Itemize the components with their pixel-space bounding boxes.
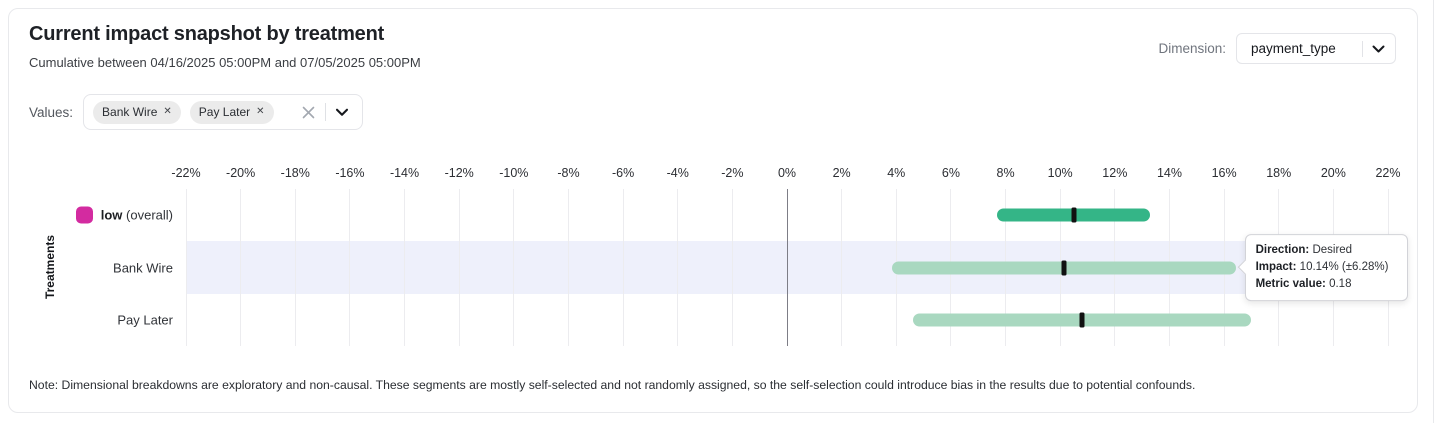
- gridline: [513, 189, 515, 346]
- gridline: [677, 189, 679, 346]
- gridline: [567, 189, 569, 346]
- x-tick-label: -4%: [666, 166, 689, 180]
- tooltip-direction-value: Desired: [1312, 243, 1353, 256]
- x-tick-label: 10%: [1047, 166, 1073, 180]
- gridline: [349, 189, 351, 346]
- x-tick-label: 12%: [1102, 166, 1128, 180]
- x-tick-label: 18%: [1266, 166, 1292, 180]
- impact-point-marker: [1079, 312, 1085, 328]
- values-selector: Values: Bank Wire ✕ Pay Later ✕: [29, 94, 363, 130]
- zero-axis-line: [786, 189, 788, 346]
- tooltip-direction-line: Direction: Desired: [1256, 242, 1397, 259]
- row-labels: low (overall) Bank Wire Pay Later: [9, 189, 173, 346]
- row-label: Pay Later: [117, 312, 173, 328]
- x-tick-label: -10%: [499, 166, 529, 180]
- dimension-selected-value: payment_type: [1251, 41, 1336, 56]
- x-tick-label: -22%: [171, 166, 201, 180]
- impact-point-marker: [1071, 207, 1077, 223]
- gridline: [458, 189, 460, 346]
- tooltip-metric-value: 0.18: [1329, 278, 1352, 291]
- row-label: low (overall): [75, 206, 173, 224]
- x-tick-label: -16%: [335, 166, 365, 180]
- value-chip[interactable]: Pay Later ✕: [189, 100, 274, 124]
- dimension-dropdown[interactable]: payment_type: [1236, 33, 1396, 64]
- chip-remove-icon[interactable]: ✕: [163, 106, 172, 117]
- gridline: [404, 189, 406, 346]
- impact-snapshot-card: Current impact snapshot by treatment Cum…: [8, 8, 1418, 413]
- clear-values-icon[interactable]: [301, 105, 316, 120]
- x-tick-label: -6%: [611, 166, 635, 180]
- x-tick-label: 22%: [1375, 166, 1401, 180]
- values-divider: [324, 103, 326, 121]
- plot-grid: [185, 189, 1389, 346]
- tooltip-direction-label: Direction:: [1255, 243, 1310, 256]
- values-label: Values:: [29, 104, 74, 120]
- x-tick-label: -20%: [226, 166, 256, 180]
- x-tick-label: 14%: [1156, 166, 1182, 180]
- x-tick-label: 0%: [777, 166, 797, 180]
- page-subtitle: Cumulative between 04/16/2025 05:00PM an…: [29, 55, 421, 70]
- x-tick-label: 6%: [941, 166, 960, 180]
- tooltip-metric-line: Metric value: 0.18: [1256, 276, 1397, 293]
- x-tick-label: -14%: [389, 166, 420, 180]
- x-tick-label: 20%: [1320, 166, 1346, 180]
- page-title: Current impact snapshot by treatment: [29, 23, 385, 45]
- x-tick-label: 16%: [1211, 166, 1237, 180]
- value-chips: Bank Wire ✕ Pay Later ✕: [93, 100, 283, 124]
- gridline: [185, 189, 187, 346]
- gridline: [240, 189, 242, 346]
- dropdown-divider: [1362, 40, 1363, 57]
- x-axis: -22% -20% -18% -16% -14% -12% -10% -8% -6% -4% -2%…: [171, 166, 1400, 182]
- chip-remove-icon[interactable]: ✕: [256, 106, 265, 117]
- tooltip: Direction: Desired Impact: 10.14% (±6.28…: [1244, 233, 1408, 302]
- x-tick-label: -18%: [280, 166, 310, 180]
- impact-point-marker: [1061, 260, 1067, 275]
- legend-swatch: [75, 206, 93, 224]
- x-tick-label: -8%: [557, 166, 580, 180]
- gridline: [841, 189, 843, 346]
- x-tick-label: 8%: [996, 166, 1015, 180]
- chevron-down-icon[interactable]: [335, 108, 349, 117]
- values-multiselect[interactable]: Bank Wire ✕ Pay Later ✕: [83, 94, 363, 130]
- gridline: [731, 189, 733, 346]
- value-chip-label: Pay Later: [198, 105, 251, 119]
- value-chip[interactable]: Bank Wire ✕: [93, 100, 181, 124]
- tooltip-impact-label: Impact:: [1255, 260, 1297, 273]
- gridline: [294, 189, 296, 346]
- row-label: Bank Wire: [113, 260, 173, 275]
- x-tick-label: -12%: [444, 166, 474, 180]
- footnote: Note: Dimensional breakdowns are explora…: [29, 378, 1196, 392]
- gridline: [622, 189, 624, 346]
- tooltip-metric-label: Metric value:: [1255, 278, 1326, 291]
- value-chip-label: Bank Wire: [102, 105, 158, 119]
- chevron-down-icon[interactable]: [1372, 40, 1385, 58]
- tooltip-impact-line: Impact: 10.14% (±6.28%): [1256, 259, 1397, 276]
- dimension-selector: Dimension: payment_type: [1158, 33, 1396, 64]
- tooltip-impact-value: 10.14% (±6.28%): [1299, 260, 1389, 273]
- x-tick-label: 2%: [832, 166, 851, 180]
- x-tick-label: 4%: [887, 166, 906, 180]
- x-tick-label: -2%: [721, 166, 744, 180]
- dimension-label: Dimension:: [1158, 41, 1226, 56]
